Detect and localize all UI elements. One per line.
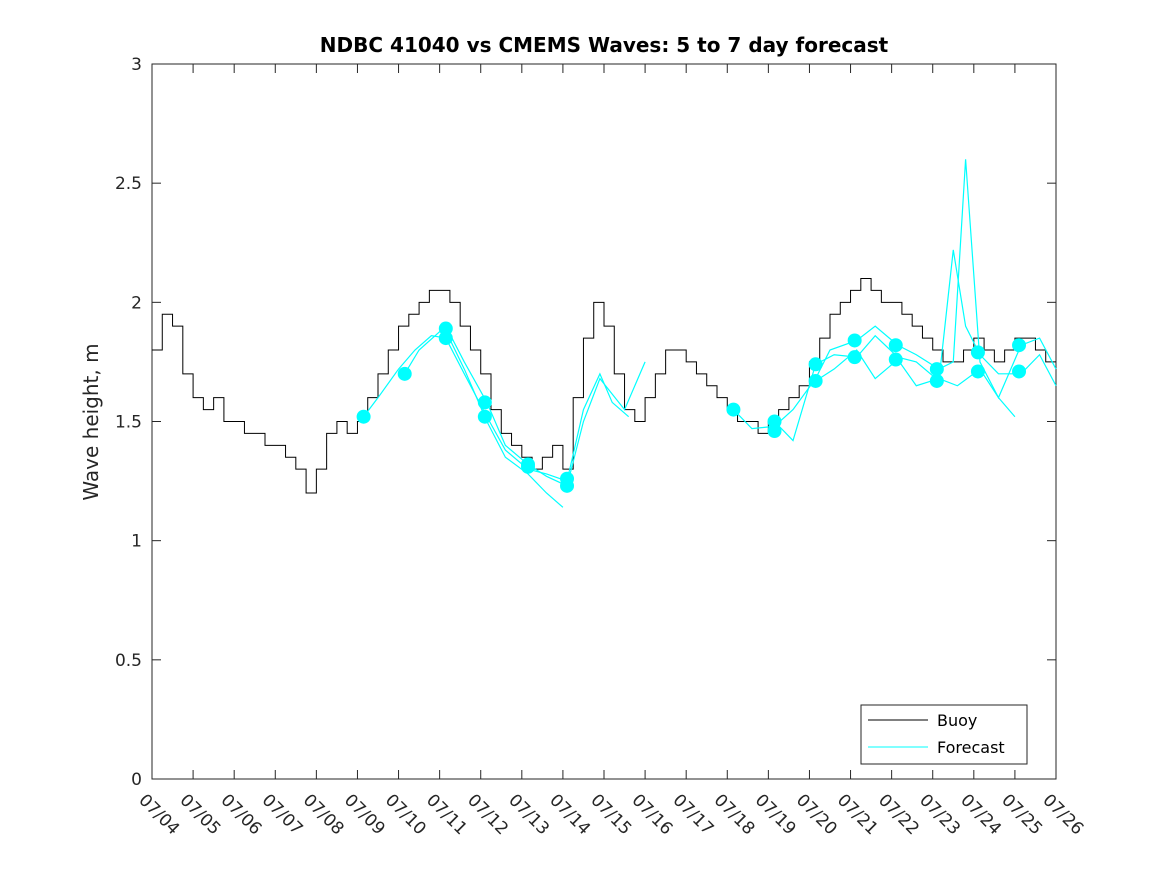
x-tick-label: 07/17 xyxy=(669,790,718,839)
x-tick-label: 07/13 xyxy=(504,790,553,839)
forecast-marker xyxy=(929,362,944,377)
forecast-marker xyxy=(767,424,782,439)
y-tick-label: 1.5 xyxy=(115,413,142,433)
x-tick-label: 07/04 xyxy=(134,790,183,839)
y-tick-label: 1 xyxy=(131,532,142,552)
forecast-line xyxy=(774,249,1057,442)
forecast-marker xyxy=(970,364,985,379)
x-tick-label: 07/06 xyxy=(217,790,266,839)
y-tick-label: 2.5 xyxy=(115,174,142,194)
x-tick-label: 07/16 xyxy=(628,790,677,839)
axes-box xyxy=(151,63,1057,780)
x-tick-label: 07/19 xyxy=(751,790,800,839)
forecast-marker xyxy=(520,457,535,472)
forecast-marker xyxy=(477,395,492,410)
x-tick-label: 07/23 xyxy=(915,790,964,839)
forecast-marker xyxy=(929,373,944,388)
forecast-marker xyxy=(888,338,903,353)
forecast-marker xyxy=(1012,338,1027,353)
x-tick-label: 07/15 xyxy=(586,790,635,839)
legend: Buoy Forecast xyxy=(860,704,1028,765)
forecast-line xyxy=(363,335,630,482)
x-tick-label: 07/14 xyxy=(545,790,594,839)
forecast-marker xyxy=(438,321,453,336)
y-tick-label: 3 xyxy=(131,55,142,75)
x-tick-label: 07/09 xyxy=(340,790,389,839)
forecast-marker xyxy=(726,402,741,417)
x-tick-label: 07/07 xyxy=(258,790,307,839)
x-tick-label: 07/10 xyxy=(381,790,430,839)
forecast-marker xyxy=(1012,364,1027,379)
x-tick-label: 07/12 xyxy=(463,790,512,839)
forecast-marker xyxy=(888,352,903,367)
x-tick-label: 07/22 xyxy=(874,790,923,839)
forecast-line xyxy=(445,330,564,508)
x-tick-label: 07/20 xyxy=(792,790,841,839)
x-tick-label: 07/26 xyxy=(1038,790,1087,839)
y-tick-label: 0.5 xyxy=(115,651,142,671)
buoy-line xyxy=(152,278,1056,494)
y-tick-label: 0 xyxy=(131,770,142,790)
x-tick-label: 07/05 xyxy=(176,790,225,839)
x-tick-label: 07/11 xyxy=(422,790,471,839)
legend-buoy-label: Buoy xyxy=(937,711,977,730)
y-axis-label: Wave height, m xyxy=(79,343,103,500)
legend-forecast-label: Forecast xyxy=(937,738,1005,757)
forecast-marker xyxy=(808,373,823,388)
x-tick-label: 07/25 xyxy=(997,790,1046,839)
forecast-marker xyxy=(808,357,823,372)
chart-title: NDBC 41040 vs CMEMS Waves: 5 to 7 day fo… xyxy=(320,33,889,57)
x-tick-label: 07/24 xyxy=(956,790,1005,839)
forecast-line xyxy=(733,159,1057,430)
forecast-marker xyxy=(970,345,985,360)
y-tick-label: 2 xyxy=(131,293,142,313)
forecast-marker xyxy=(847,333,862,348)
forecast-marker xyxy=(477,409,492,424)
forecast-marker xyxy=(847,350,862,365)
legend-box xyxy=(860,704,1028,765)
forecast-marker xyxy=(560,478,575,493)
x-tick-label: 07/21 xyxy=(833,790,882,839)
x-tick-label: 07/18 xyxy=(710,790,759,839)
forecast-marker xyxy=(397,366,412,381)
x-tick-label: 07/08 xyxy=(299,790,348,839)
forecast-marker xyxy=(356,409,371,424)
